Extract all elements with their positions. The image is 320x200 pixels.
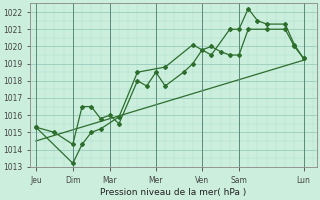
X-axis label: Pression niveau de la mer( hPa ): Pression niveau de la mer( hPa ) <box>100 188 247 197</box>
